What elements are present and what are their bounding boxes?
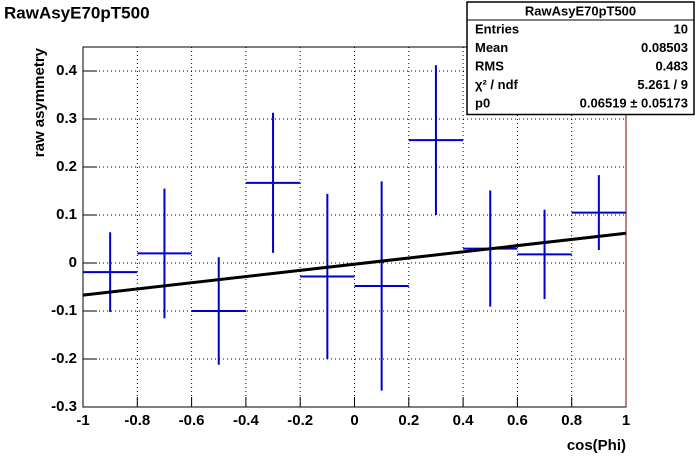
y-tick-label: 0.1	[56, 206, 77, 223]
x-tick-label: 0.8	[561, 412, 582, 429]
stats-value: 0.483	[655, 59, 688, 74]
y-tick-label: 0.4	[56, 62, 78, 79]
stats-label: RMS	[475, 59, 504, 74]
x-tick-label: -0.4	[233, 412, 260, 429]
fit-line	[82, 231, 627, 297]
y-tick-label: 0.2	[56, 158, 77, 175]
chart-title: RawAsyE70pT500	[4, 3, 150, 22]
stats-label: Mean	[475, 40, 508, 55]
stats-value: 0.08503	[641, 40, 688, 55]
y-tick-label: -0.1	[51, 302, 77, 319]
stats-label: χ² / ndf	[475, 77, 519, 92]
x-axis-label: cos(Phi)	[567, 437, 626, 454]
stats-value: 5.261 / 9	[637, 77, 688, 92]
y-tick-label: -0.2	[51, 350, 77, 367]
y-tick-label: 0	[69, 254, 77, 271]
y-axis-label: raw asymmetry	[31, 47, 48, 157]
stats-box	[466, 1, 695, 116]
x-tick-label: -0.2	[287, 412, 313, 429]
x-tick-label: 0.4	[453, 412, 475, 429]
y-tick-label: 0.3	[56, 110, 77, 127]
x-tick-label: 0	[350, 412, 358, 429]
stats-label: Entries	[475, 22, 519, 37]
stats-title: RawAsyE70pT500	[525, 3, 636, 18]
x-tick-label: -0.8	[124, 412, 150, 429]
x-tick-label: 1	[622, 412, 630, 429]
stats-value: 0.06519 ± 0.05173	[580, 96, 688, 111]
x-tick-label: -0.6	[179, 412, 205, 429]
y-tick-label: -0.3	[51, 398, 77, 415]
x-tick-label: -1	[76, 412, 89, 429]
x-tick-label: 0.2	[398, 412, 419, 429]
x-tick-label: 0.6	[507, 412, 528, 429]
stats-label: p0	[475, 96, 490, 111]
stats-value: 10	[674, 22, 688, 37]
